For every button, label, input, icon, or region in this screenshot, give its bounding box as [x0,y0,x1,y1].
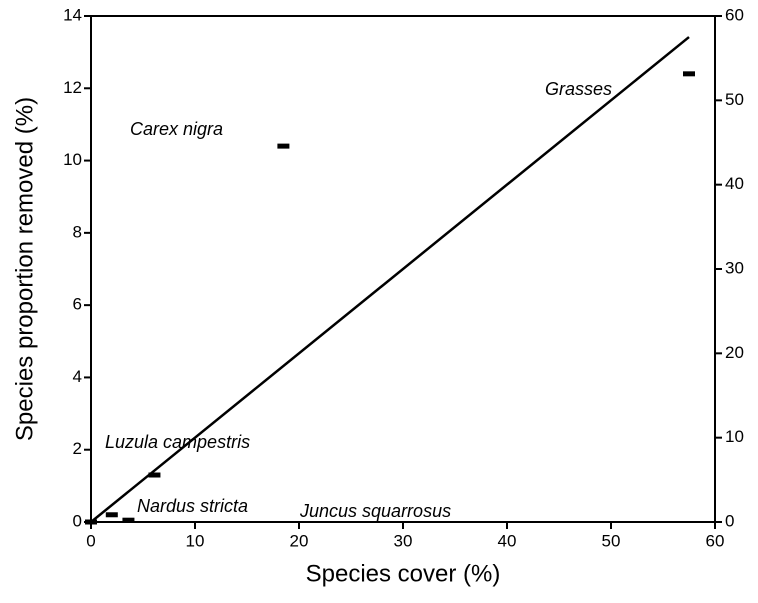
annotation: Carex nigra [130,119,223,139]
x-tick-label: 50 [602,531,621,550]
x-tick-label: 60 [706,531,725,550]
y-tick-label: 14 [63,5,82,24]
x-axis-label: Species cover (%) [306,560,501,587]
annotation: Grasses [545,79,612,99]
y-axis-label: Species proportion removed (%) [11,97,38,441]
point [148,472,161,478]
annotation: Juncus squarrosus [299,501,451,521]
x-tick-label: 10 [186,531,205,550]
point [122,517,135,523]
y2-tick-label: 0 [725,511,734,530]
x-tick-label: 40 [498,531,517,550]
x-tick-label: 30 [394,531,413,550]
y2-tick-label: 60 [725,5,744,24]
point [277,143,290,149]
y2-tick-label: 10 [725,427,744,446]
y2-tick-label: 40 [725,174,744,193]
y-tick-label: 8 [73,222,82,241]
y2-tick-label: 20 [725,343,744,362]
fit-line [90,36,690,523]
y-tick-label: 2 [73,439,82,458]
annotation: Luzula campestris [105,432,250,452]
y-tick-label: 10 [63,150,82,169]
y-tick-label: 0 [73,511,82,530]
x-tick-label: 0 [86,531,95,550]
y-tick-label: 4 [73,367,82,386]
y2-tick-label: 50 [725,90,744,109]
y-tick-label: 12 [63,78,82,97]
y-tick-label: 6 [73,295,82,314]
x-tick-label: 20 [290,531,309,550]
annotation: Nardus stricta [137,496,248,516]
y2-tick-label: 30 [725,258,744,277]
point [683,71,695,77]
point [105,512,118,518]
